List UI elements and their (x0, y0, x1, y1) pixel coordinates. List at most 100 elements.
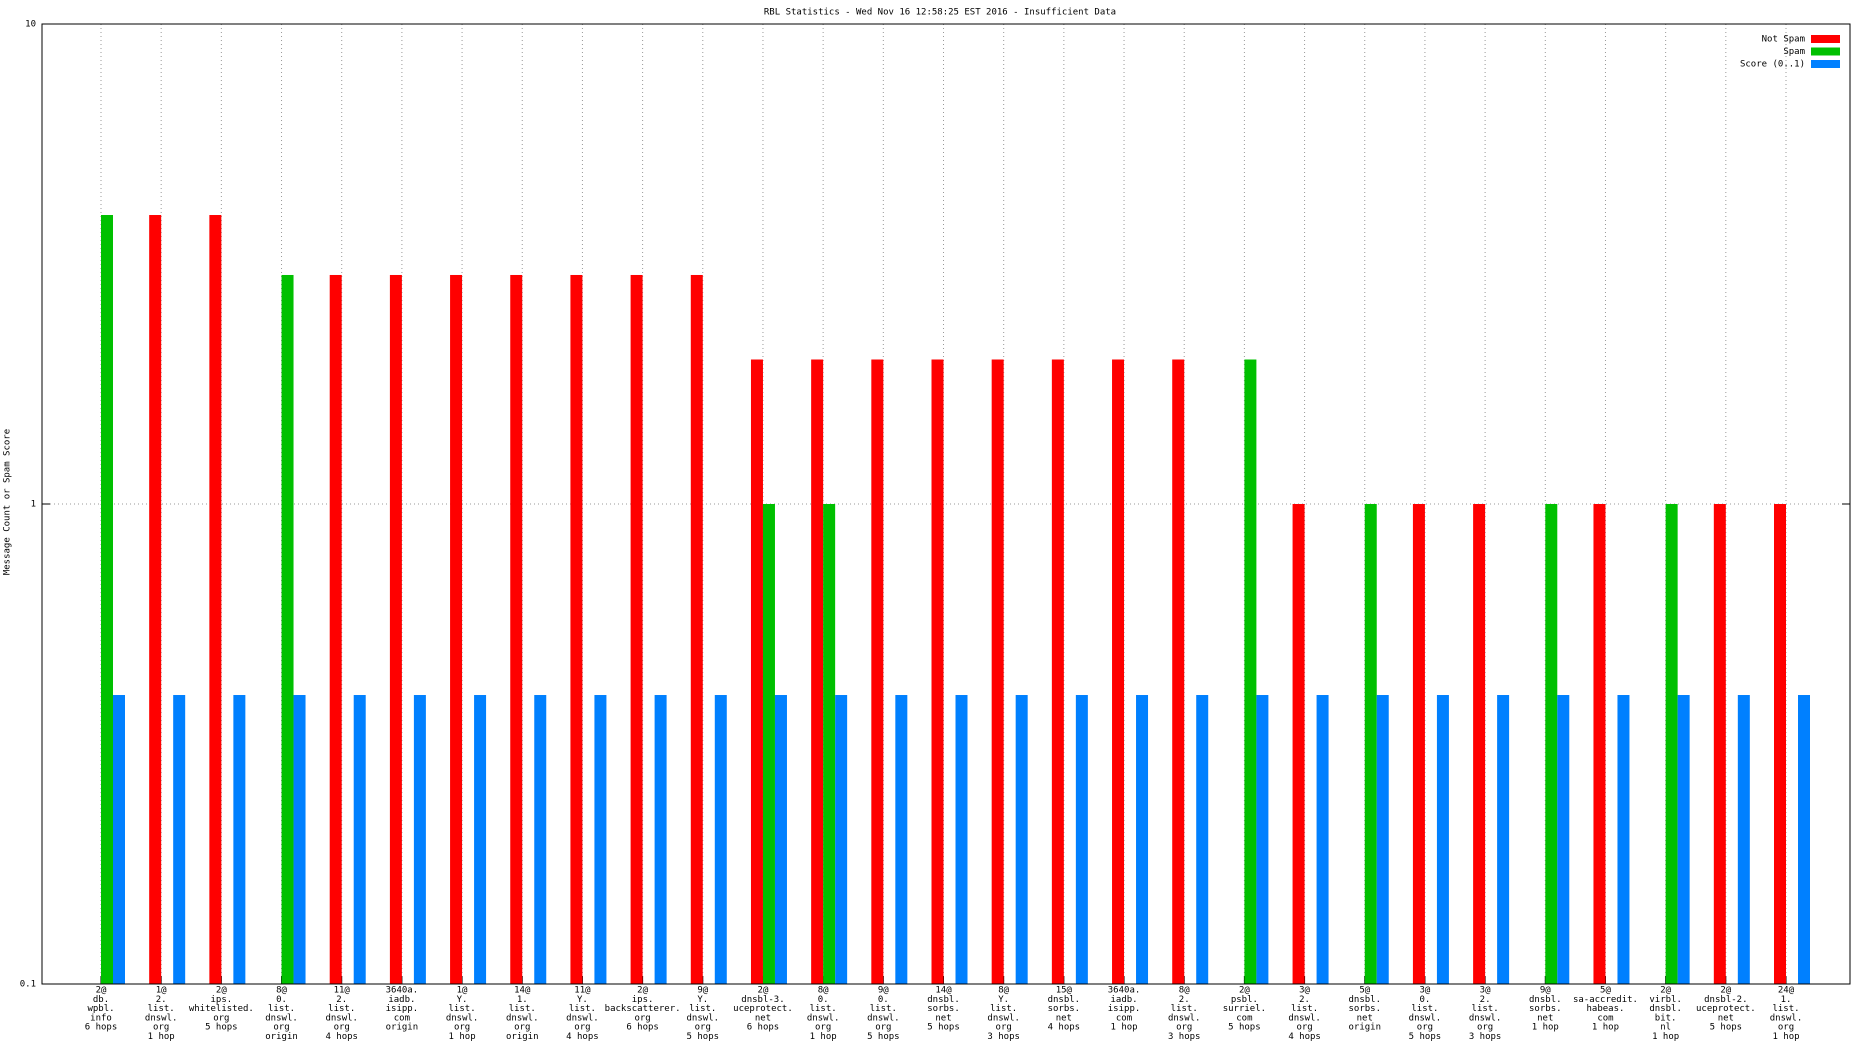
x-tick-label: 5@ (1359, 986, 1370, 996)
x-tick-label: 5 hops (867, 1032, 900, 1042)
x-tick-label: 1 hop (1652, 1032, 1679, 1042)
x-tick-label: 2@ (1239, 986, 1250, 996)
x-tick-label: com (1236, 1013, 1252, 1023)
x-tick-label: org (514, 1023, 530, 1033)
bar (353, 695, 366, 984)
bar (389, 274, 402, 984)
x-tick-label: dnsbl. (1048, 995, 1081, 1005)
x-tick-label: 8@ (276, 986, 287, 996)
x-tick-label: list. (509, 1004, 536, 1014)
bar (991, 359, 1004, 984)
x-tick-label: bit. (1655, 1013, 1677, 1023)
x-tick-label: dnswl. (1168, 1013, 1201, 1023)
x-tick-label: 1. (1781, 995, 1792, 1005)
x-tick-label: dnsbl. (1529, 995, 1562, 1005)
y-tick-label: 0.1 (20, 980, 36, 990)
x-tick-label: list. (1291, 1004, 1318, 1014)
x-tick-label: 5 hops (1228, 1023, 1261, 1033)
bar (450, 274, 463, 984)
x-tick-label: 4 hops (1288, 1032, 1321, 1042)
x-tick-label: dnswl. (566, 1013, 599, 1023)
y-axis-label: Message Count or Spam Score (3, 429, 13, 575)
x-tick-label: 6 hops (85, 1023, 118, 1033)
x-tick-label: 2. (1480, 995, 1491, 1005)
x-tick-label: 0. (818, 995, 829, 1005)
bar (895, 695, 908, 984)
bar (534, 695, 547, 984)
x-tick-label: 5 hops (1710, 1023, 1743, 1033)
bar (1364, 504, 1377, 984)
bar (1316, 695, 1329, 984)
x-tick-label: 8@ (1179, 986, 1190, 996)
x-tick-label: org (454, 1023, 470, 1033)
x-tick-label: 1 hop (1592, 1023, 1619, 1033)
bar (1112, 359, 1125, 984)
x-tick-label: habeas. (1586, 1004, 1624, 1014)
x-tick-label: 2. (156, 995, 167, 1005)
bar (209, 215, 222, 984)
x-tick-label: dnswl. (1409, 1013, 1442, 1023)
x-tick-label: info (90, 1013, 112, 1023)
x-tick-label: backscatterer. (605, 1004, 681, 1014)
x-tick-label: org (875, 1023, 891, 1033)
bar (654, 695, 667, 984)
x-tick-label: list. (870, 1004, 897, 1014)
x-tick-label: dnswl. (1469, 1013, 1502, 1023)
x-tick-label: 1 hop (1772, 1032, 1799, 1042)
x-tick-label: 2@ (637, 986, 648, 996)
bar (1545, 504, 1558, 984)
x-tick-label: list. (990, 1004, 1017, 1014)
x-tick-label: origin (506, 1032, 539, 1042)
x-tick-label: sorbs. (1348, 1004, 1381, 1014)
bar (823, 504, 836, 984)
x-tick-label: dnswl. (1770, 1013, 1803, 1023)
bar (1436, 695, 1449, 984)
x-tick-label: 9@ (878, 986, 889, 996)
bar (1075, 695, 1088, 984)
x-tick-label: dnswl. (987, 1013, 1020, 1023)
bar (871, 359, 884, 984)
x-tick-label: dnsbl. (927, 995, 960, 1005)
x-tick-label: 3 hops (1469, 1032, 1502, 1042)
bar (570, 274, 583, 984)
x-tick-label: list. (1171, 1004, 1198, 1014)
x-tick-label: 0. (276, 995, 287, 1005)
bar (1713, 504, 1726, 984)
x-tick-label: dnsbl-2. (1704, 995, 1747, 1005)
x-tick-label: net (1537, 1013, 1553, 1023)
x-tick-label: dnswl. (807, 1013, 840, 1023)
x-tick-label: 2@ (1660, 986, 1671, 996)
x-tick-label: com (1597, 1013, 1613, 1023)
bar (1593, 504, 1606, 984)
x-tick-label: 5 hops (927, 1023, 960, 1033)
bar (714, 695, 727, 984)
x-tick-label: Y. (577, 995, 588, 1005)
x-tick-label: Y. (457, 995, 468, 1005)
x-tick-label: 2@ (216, 986, 227, 996)
bar (1256, 695, 1269, 984)
legend-label: Spam (1783, 47, 1805, 57)
x-tick-label: 1. (517, 995, 528, 1005)
x-tick-label: 2. (336, 995, 347, 1005)
bar (1196, 695, 1209, 984)
bar (1737, 695, 1750, 984)
bar (1774, 504, 1786, 984)
bar (690, 274, 703, 984)
bar (1557, 695, 1570, 984)
x-tick-label: dnswl. (265, 1013, 298, 1023)
x-tick-label: 0. (878, 995, 889, 1005)
x-tick-label: dnswl. (446, 1013, 479, 1023)
x-tick-label: Y. (697, 995, 708, 1005)
bar (1292, 504, 1305, 984)
bar (1665, 504, 1678, 984)
x-tick-label: 5@ (1600, 986, 1611, 996)
bar (835, 695, 848, 984)
bar (281, 274, 294, 984)
x-tick-label: net (1056, 1013, 1072, 1023)
bar (1473, 504, 1486, 984)
x-tick-label: list. (328, 1004, 355, 1014)
x-tick-label: iadb. (388, 995, 415, 1005)
bar (630, 274, 643, 984)
x-tick-label: 9@ (697, 986, 708, 996)
x-tick-label: org (996, 1023, 1012, 1033)
